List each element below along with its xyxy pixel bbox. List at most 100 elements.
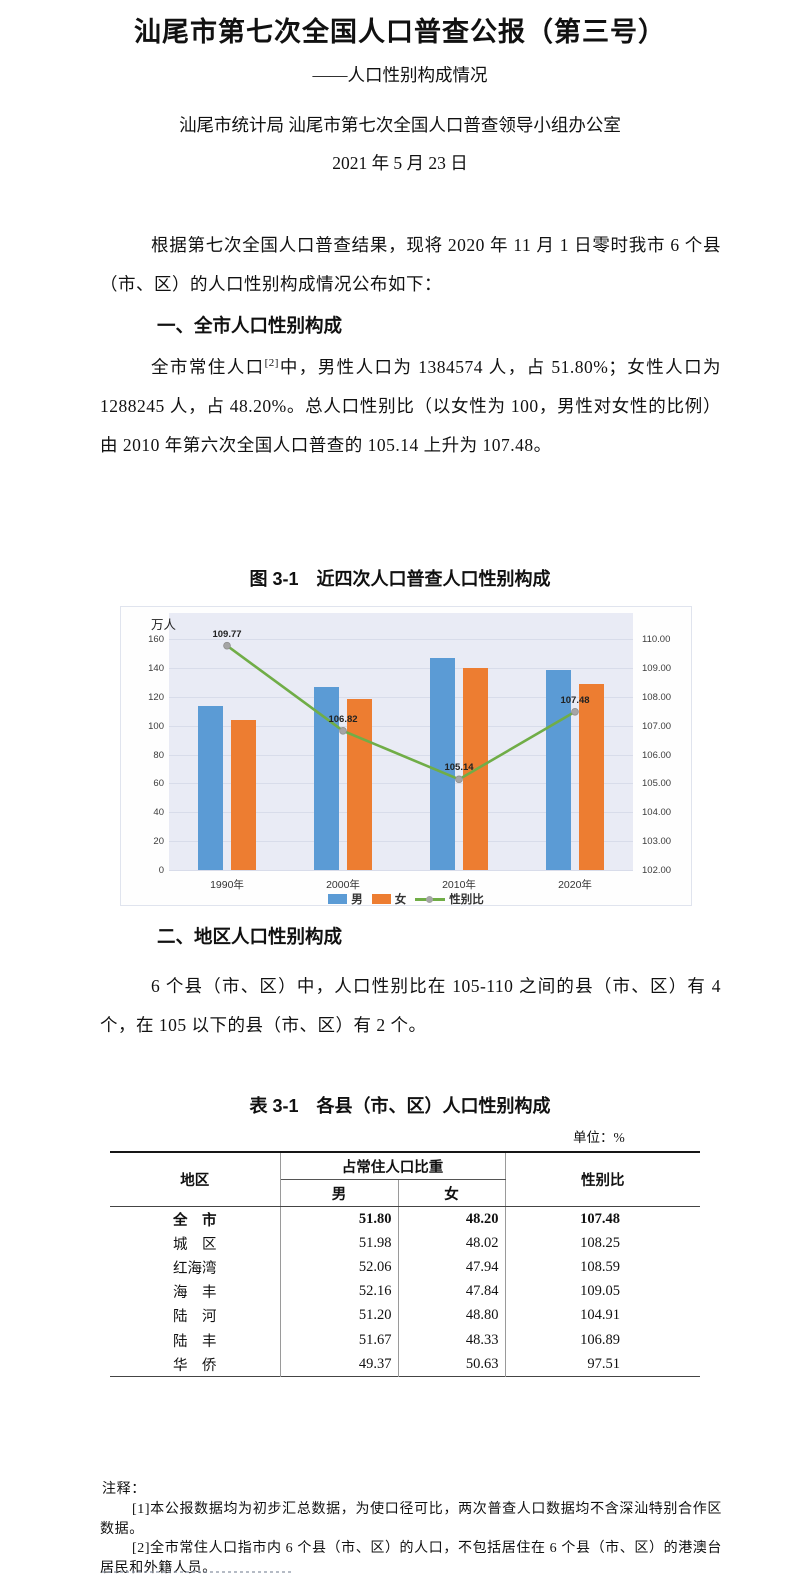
- col-header-region: 地区: [110, 1152, 281, 1207]
- y-axis-tick-label: 140: [148, 662, 164, 674]
- right-axis-tick-label: 106.00: [642, 749, 672, 761]
- legend-label: 男: [351, 894, 363, 906]
- cell-region: 陆 丰: [110, 1327, 281, 1353]
- y-axis-tick-label: 40: [153, 807, 164, 819]
- cell-ratio: 109.05: [580, 1283, 620, 1300]
- chart-legend: 男 女 性别比: [121, 891, 691, 907]
- x-axis-label: 2020年: [558, 879, 592, 891]
- cell-ratio: 108.59: [580, 1258, 620, 1275]
- publish-date: 2021 年 5 月 23 日: [332, 153, 468, 173]
- footnotes: 注释： [1]本公报数据均为初步汇总数据，为使口径可比，两次普查人口数据均不含深…: [100, 1480, 722, 1575]
- cell-region: 华 侨: [110, 1352, 281, 1377]
- y-axis-tick-label: 80: [153, 749, 164, 761]
- legend-swatch-icon: [371, 894, 391, 904]
- y-axis-tick-label: 60: [153, 778, 164, 790]
- cell-male: 51.98: [280, 1231, 399, 1256]
- right-axis-tick-label: 108.00: [642, 691, 672, 703]
- y-axis-tick-label: 100: [148, 720, 164, 732]
- footnote-ref-2: [2]: [264, 357, 279, 369]
- y-axis-title: 万人: [151, 618, 177, 632]
- cell-female: 50.63: [398, 1352, 506, 1377]
- gridline: [169, 783, 633, 785]
- page-subtitle: ——人口性别构成情况: [312, 65, 488, 85]
- bar-男-2020年: [546, 670, 571, 870]
- cell-female: 47.84: [398, 1279, 506, 1304]
- x-axis-label: 1990年: [210, 879, 244, 891]
- gridline: [169, 696, 633, 698]
- cell-ratio: 104.91: [580, 1307, 620, 1324]
- authors-line: 汕尾市统计局 汕尾市第七次全国人口普查领导小组办公室: [179, 115, 621, 135]
- para1-text-post: 中，男性人口为 1384574 人，占 51.80%；女性人口为 1288245…: [100, 356, 722, 455]
- cut-off-text-artifact: [102, 1571, 292, 1573]
- legend-item-男: 男: [328, 891, 363, 907]
- bar-男-2010年: [430, 657, 455, 870]
- cell-male: 49.37: [280, 1352, 399, 1377]
- y-axis-tick-label: 20: [153, 836, 164, 848]
- cell-male: 51.80: [280, 1206, 399, 1232]
- legend-item-女: 女: [371, 891, 407, 907]
- cell-female: 48.80: [398, 1303, 506, 1328]
- region-paragraph: 6 个县（市、区）中，人口性别比在 105-110 之间的县（市、区）有 4 个…: [100, 976, 721, 1035]
- gridline: [169, 870, 633, 871]
- gridline: [169, 841, 633, 843]
- line-data-label: 105.14: [444, 762, 474, 774]
- cell-region: 城 区: [110, 1231, 281, 1256]
- gridline: [169, 812, 633, 814]
- cell-region: 红海湾: [110, 1255, 281, 1280]
- line-marker: [455, 775, 463, 784]
- col-header-female: 女: [398, 1179, 506, 1207]
- citywide-paragraph: 全市常住人口[2]中，男性人口为 1384574 人，占 51.80%；女性人口…: [100, 344, 721, 465]
- cell-ratio: 106.89: [580, 1331, 620, 1348]
- sex-ratio-table: 地区 占常住人口比重 性别比 男 女 全 市 51.80 48.20 107.48 城 …: [110, 1151, 700, 1378]
- right-axis-tick-label: 110.00: [642, 634, 671, 645]
- para1-text-pre: 全市常住人口: [151, 356, 265, 377]
- y-axis-tick-label: 120: [148, 691, 164, 703]
- sex-ratio-line: [223, 641, 579, 784]
- cell-female: 48.02: [398, 1231, 506, 1256]
- unit-note: 单位：%: [573, 1130, 625, 1145]
- table-caption: 表 3-1 各县（市、区）人口性别构成: [249, 1096, 551, 1116]
- line-marker: [223, 641, 231, 650]
- cell-male: 52.06: [280, 1255, 399, 1280]
- cell-ratio: 97.51: [587, 1355, 620, 1372]
- x-axis-label: 2000年: [326, 879, 360, 891]
- intro-paragraph: 根据第七次全国人口普查结果，现将 2020 年 11 月 1 日零时我市 6 个…: [100, 235, 721, 294]
- cell-ratio: 107.48: [580, 1210, 620, 1227]
- col-header-share: 占常住人口比重: [280, 1152, 506, 1180]
- line-data-label: 109.77: [212, 628, 242, 640]
- table-3-1: 地区 占常住人口比重 性别比 男 女 全 市 51.80 48.20 107.48 城 …: [110, 1151, 700, 1378]
- y-axis-tick-label: 160: [148, 634, 164, 645]
- cell-female: 48.20: [398, 1206, 506, 1232]
- table-row: 红海湾 52.06 47.94 108.59: [110, 1255, 700, 1280]
- gridline: [169, 639, 633, 640]
- bar-男-1990年: [198, 705, 223, 870]
- legend-item-性别比: 性别比: [415, 891, 484, 907]
- footnote-2: [2]全市常住人口指市内 6 个县（市、区）的人口，不包括居住在 6 个县（市、…: [100, 1541, 722, 1575]
- gridline: [169, 667, 633, 669]
- legend-dot-icon: [426, 895, 434, 903]
- cell-female: 48.33: [398, 1327, 506, 1353]
- bar-女-2020年: [579, 684, 604, 870]
- line-data-label: 106.82: [328, 713, 358, 725]
- legend-label: 女: [394, 894, 407, 906]
- notes-label: 注释：: [102, 1482, 146, 1497]
- right-axis-tick-label: 107.00: [642, 720, 672, 732]
- legend-line-marker-icon: [415, 894, 446, 904]
- right-axis-tick-label: 102.00: [642, 865, 672, 876]
- cell-female: 47.94: [398, 1255, 506, 1280]
- table-row: 城 区 51.98 48.02 108.25: [110, 1231, 700, 1256]
- section-heading-1: 一、全市人口性别构成: [157, 315, 343, 336]
- table-row: 陆 河 51.20 48.80 104.91: [110, 1303, 700, 1328]
- cell-male: 51.20: [280, 1303, 399, 1328]
- table-row: 陆 丰 51.67 48.33 106.89: [110, 1327, 700, 1353]
- line-marker: [571, 707, 579, 716]
- cell-region: 全 市: [110, 1206, 281, 1232]
- right-axis-tick-label: 109.00: [642, 662, 672, 674]
- right-axis-tick-label: 105.00: [642, 778, 672, 790]
- figure-caption: 图 3-1 近四次人口普查人口性别构成: [249, 569, 551, 589]
- bar-女-2000年: [347, 698, 372, 870]
- col-header-ratio: 性别比: [505, 1152, 700, 1207]
- right-axis-tick-label: 103.00: [642, 836, 672, 848]
- legend-swatch-icon: [328, 894, 348, 904]
- table-row: 华 侨 49.37 50.63 97.51: [110, 1352, 700, 1377]
